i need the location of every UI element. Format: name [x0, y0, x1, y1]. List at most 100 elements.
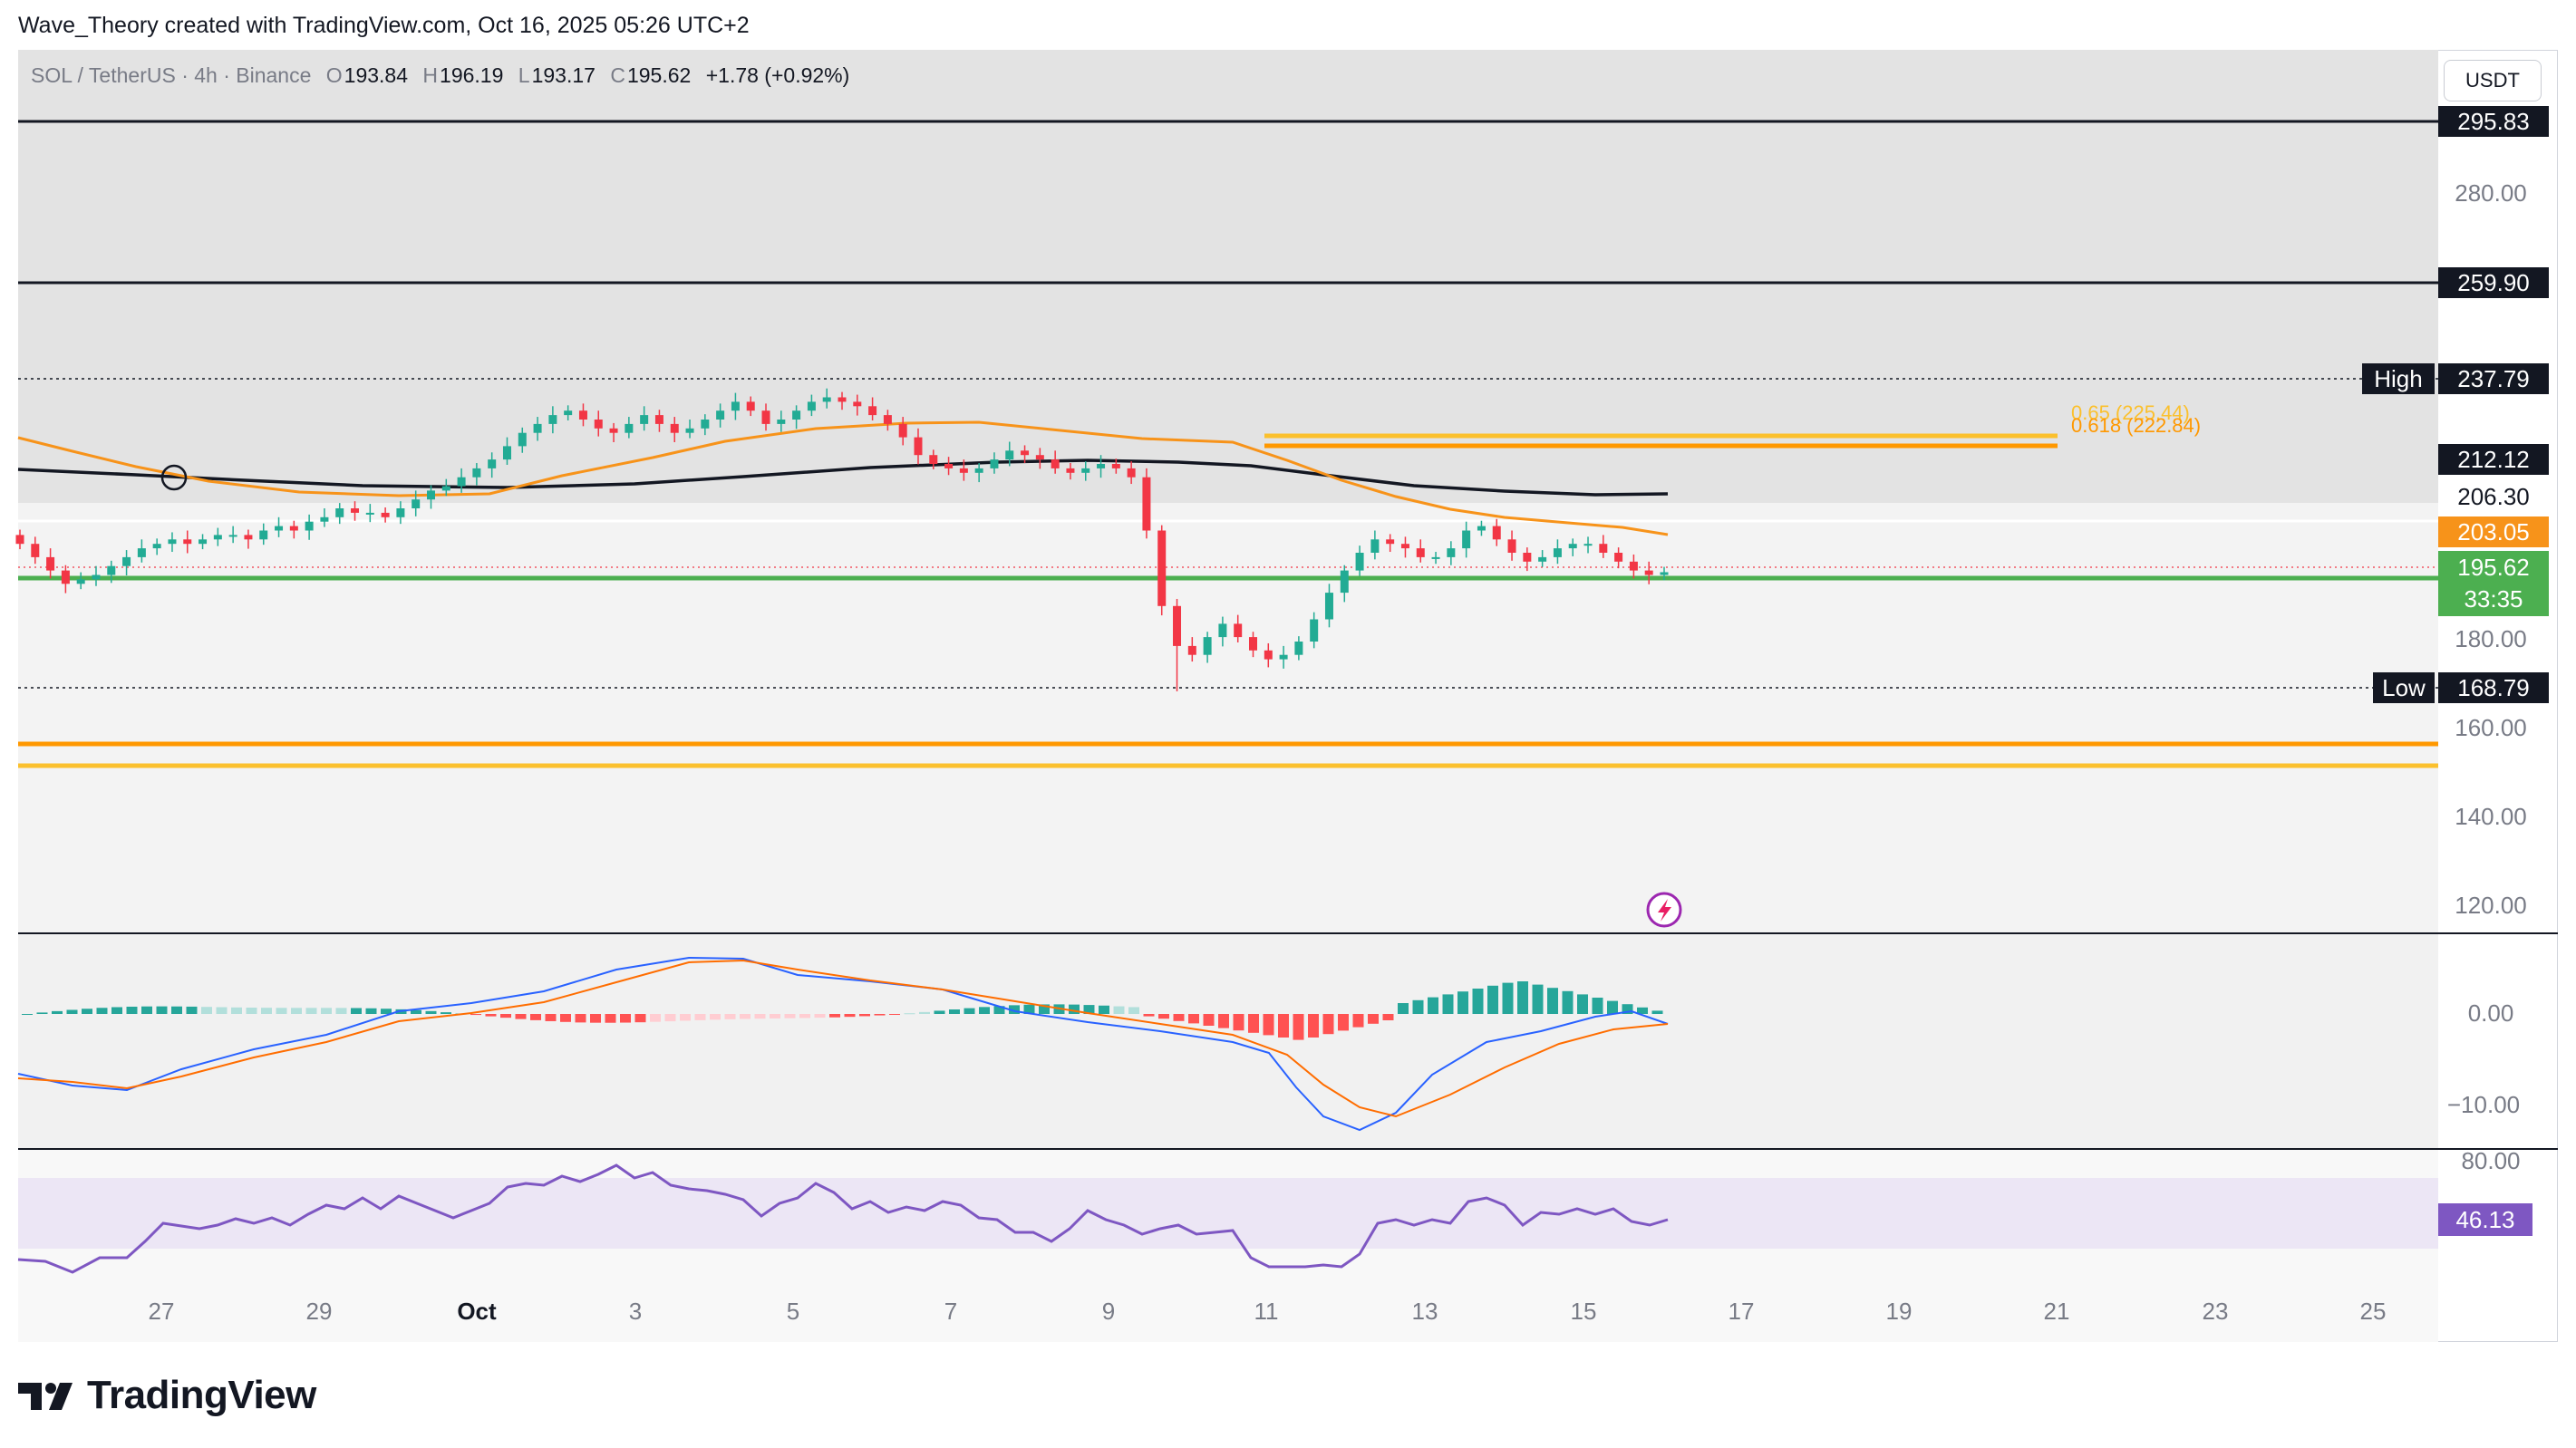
macd-bar — [351, 1008, 362, 1014]
time-tick: 11 — [1254, 1298, 1279, 1325]
tick-180: 180.00 — [2455, 625, 2527, 652]
candle-body — [1431, 556, 1440, 559]
candle-body — [990, 459, 999, 468]
candle-body — [548, 415, 557, 424]
candle-body — [974, 468, 983, 473]
macd-bar — [22, 1014, 33, 1015]
chart-credit: Wave_Theory created with TradingView.com… — [18, 13, 750, 38]
macd-bar — [156, 1006, 168, 1014]
macd-bar — [934, 1010, 945, 1014]
macd-bar — [1592, 998, 1603, 1014]
tag-ema: 203.05 — [2438, 516, 2549, 547]
candle-body — [1538, 556, 1547, 562]
tradingview-brand[interactable]: TradingView — [18, 1368, 316, 1423]
macd-bar — [829, 1014, 840, 1018]
candle-body — [1462, 530, 1471, 549]
svg-text:195.62: 195.62 — [2457, 554, 2530, 581]
candle-body — [351, 508, 360, 513]
upper-zone — [18, 50, 2438, 503]
macd-bar — [754, 1014, 766, 1019]
macd-bar — [261, 1008, 272, 1014]
candle-body — [213, 535, 222, 540]
candle-body — [46, 556, 55, 571]
candle-body — [335, 508, 344, 517]
tick-280: 280.00 — [2455, 179, 2527, 207]
candle-body — [868, 406, 877, 416]
candle-body — [1051, 459, 1060, 468]
candle-body — [822, 397, 831, 402]
candle-body — [1553, 548, 1562, 557]
macd-bar — [1352, 1014, 1364, 1028]
candle-body — [1355, 553, 1364, 571]
brand-wordmark: TradingView — [87, 1373, 316, 1417]
macd-bar — [305, 1008, 317, 1014]
candle-body — [1142, 477, 1151, 531]
macd-bar — [365, 1008, 377, 1014]
time-tick: 15 — [1571, 1298, 1597, 1325]
candle-body — [259, 530, 268, 540]
svg-text:237.79: 237.79 — [2457, 365, 2530, 392]
macd-bar — [500, 1014, 511, 1018]
candle-body — [381, 512, 390, 517]
macd-bar — [1128, 1007, 1139, 1014]
signal-line — [17, 959, 1669, 1118]
tick-140: 140.00 — [2455, 803, 2527, 830]
macd-bar — [979, 1007, 990, 1014]
candle-body — [1294, 642, 1303, 655]
legend-l-key: L — [518, 63, 530, 87]
currency-button[interactable]: USDT — [2444, 60, 2542, 101]
svg-text:168.79: 168.79 — [2457, 674, 2530, 701]
macd-bar — [620, 1014, 631, 1023]
symbol-legend: SOL / TetherUS · 4h · Binance O193.84 H1… — [31, 63, 858, 88]
macd-bar — [904, 1013, 915, 1015]
macd-bar — [1532, 984, 1544, 1014]
macd-bar — [1233, 1014, 1244, 1031]
macd-bar — [590, 1014, 601, 1023]
macd-bar — [1278, 1014, 1289, 1038]
macd-bar — [1009, 1005, 1020, 1014]
candle-body — [959, 468, 968, 473]
candle-body — [564, 410, 573, 416]
candle-body — [1416, 548, 1425, 557]
macd-bar — [470, 1014, 481, 1016]
macd-bar — [575, 1014, 586, 1023]
macd-bar — [246, 1008, 257, 1014]
macd-bar — [1637, 1007, 1648, 1014]
svg-text:203.05: 203.05 — [2457, 518, 2530, 545]
lightning-icon[interactable] — [1646, 892, 1682, 928]
macd-bar — [1622, 1004, 1633, 1014]
price-axis[interactable]: 280.00 180.00 160.00 140.00 120.00 295.8… — [2362, 106, 2549, 1236]
tag-high: High 237.79 — [2362, 363, 2549, 394]
macd-bar — [201, 1007, 212, 1014]
time-axis[interactable]: 27 29 Oct 3 5 7 9 11 13 15 17 19 21 23 25 — [149, 1298, 2387, 1325]
time-tick: 19 — [1886, 1298, 1913, 1325]
macd-bar — [814, 1014, 826, 1018]
macd-bar — [650, 1014, 661, 1022]
macd-bar — [1308, 1014, 1319, 1038]
macd-bar — [770, 1014, 780, 1018]
macd-bar — [680, 1014, 691, 1021]
tag-259: 259.90 — [2438, 267, 2549, 298]
macd-bar — [1547, 988, 1558, 1014]
candle-body — [1568, 544, 1577, 549]
macd-tick-minus10: −10.00 — [2447, 1091, 2520, 1118]
candle-body — [31, 544, 40, 557]
legend-o-key: O — [325, 63, 343, 87]
macd-bar — [411, 1009, 421, 1014]
tick-160: 160.00 — [2455, 714, 2527, 741]
legend-c-key: C — [610, 63, 625, 87]
candle-body — [1599, 544, 1608, 553]
candles — [15, 388, 1669, 691]
macd-bar — [724, 1014, 736, 1019]
macd-bar — [949, 1009, 960, 1014]
macd-bar — [859, 1014, 870, 1017]
candle-body — [396, 508, 405, 517]
candle-body — [472, 468, 481, 478]
candle-body — [1264, 650, 1273, 660]
macd-bar — [740, 1014, 751, 1019]
macd-bar — [1023, 1004, 1035, 1014]
macd-bar — [381, 1009, 392, 1014]
macd-bar — [710, 1014, 721, 1020]
candle-body — [1400, 544, 1409, 549]
